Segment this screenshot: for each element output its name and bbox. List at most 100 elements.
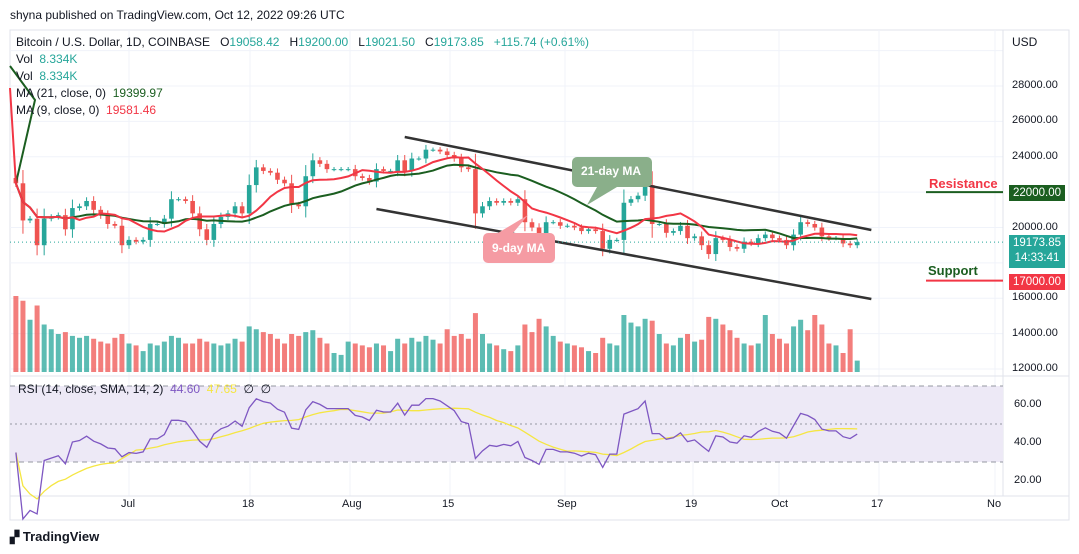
candle-body xyxy=(268,170,273,173)
price-tick: 14000.00 xyxy=(1012,326,1058,339)
time-tick: 18 xyxy=(242,498,255,510)
volume-bar xyxy=(416,341,422,372)
volume-bar xyxy=(20,300,26,372)
candle-body xyxy=(579,227,584,232)
candle-body xyxy=(303,176,309,207)
volume-bar xyxy=(727,330,733,372)
time-tick: Aug xyxy=(342,498,362,510)
candle-body xyxy=(63,215,68,230)
support-price-tag: 17000.00 xyxy=(1009,274,1065,290)
change-value: +115.74 (+0.61%) xyxy=(493,35,589,49)
candle-body xyxy=(586,229,591,232)
candle-body xyxy=(656,223,662,225)
volume-bar xyxy=(508,351,514,372)
last-price: 19173.85 xyxy=(1013,237,1061,249)
price-tick: 24000.00 xyxy=(1012,149,1058,162)
candle-body xyxy=(494,200,499,203)
time-tick: 15 xyxy=(442,498,455,510)
volume-bar xyxy=(331,353,337,372)
volume-bar xyxy=(847,329,853,372)
candle-body xyxy=(430,149,436,151)
candle-body xyxy=(734,246,740,249)
tradingview-logo[interactable]: ▞ TradingView xyxy=(10,529,99,544)
candle-body xyxy=(374,169,379,182)
candle-body xyxy=(635,195,641,200)
candle-body xyxy=(246,185,252,214)
candle-body xyxy=(819,227,825,237)
volume-bar xyxy=(840,353,846,372)
volume-bar xyxy=(628,322,634,372)
vol-label: Vol xyxy=(16,69,33,83)
rsi-sma-line xyxy=(15,407,858,500)
candle-body xyxy=(112,223,118,226)
volume-bar xyxy=(77,337,83,372)
candle-body xyxy=(402,160,408,171)
volume-bar xyxy=(437,343,443,372)
time-tick: Sep xyxy=(557,498,577,510)
volume-bar xyxy=(366,347,372,372)
volume-bar xyxy=(784,343,790,372)
volume-bar xyxy=(154,345,160,372)
ma21-legend: MA (21, close, 0) 19399.97 xyxy=(16,86,163,100)
volume-bar xyxy=(734,337,740,372)
candle-body xyxy=(543,222,549,235)
candle-body xyxy=(593,229,598,232)
volume-bar xyxy=(140,351,146,372)
candle-body xyxy=(466,167,471,170)
candle-body xyxy=(133,239,139,242)
ma9-label: MA (9, close, 0) xyxy=(16,103,100,117)
candle-body xyxy=(275,172,280,180)
ma21-value: 19399.97 xyxy=(112,86,163,100)
volume-bar xyxy=(260,332,266,372)
resistance-label: Resistance xyxy=(929,176,998,191)
candle-body xyxy=(508,200,514,203)
volume-bar xyxy=(642,318,648,372)
volume-bar xyxy=(854,360,860,372)
rsi-line xyxy=(15,397,858,521)
volume-bar xyxy=(762,315,768,372)
time-tick: 19 xyxy=(685,498,698,510)
candle-body xyxy=(741,241,747,249)
volume-bar xyxy=(373,343,379,372)
volume-bar xyxy=(670,345,676,372)
volume-bar xyxy=(487,343,493,372)
volume-bar xyxy=(55,334,61,372)
candle-body xyxy=(41,218,47,246)
candle-body xyxy=(388,170,393,172)
candle-body xyxy=(720,238,726,240)
volume-bar xyxy=(352,343,358,372)
support-label: Support xyxy=(928,263,978,278)
candle-body xyxy=(854,242,860,246)
time-tick: 17 xyxy=(871,498,884,510)
candle-body xyxy=(296,204,301,207)
rsi-label: RSI (14, close, SMA, 14, 2) xyxy=(18,382,164,396)
volume-bar xyxy=(345,341,351,372)
candle-body xyxy=(458,158,464,168)
candle-body xyxy=(423,149,429,159)
candle-body xyxy=(515,199,521,203)
candle-body xyxy=(338,169,344,171)
candle-body xyxy=(345,169,351,171)
candle-body xyxy=(331,169,337,171)
volume-bar xyxy=(826,343,832,372)
tv-logo-icon: ▞ xyxy=(10,530,20,544)
volume-bar xyxy=(557,341,563,372)
symbol-title: Bitcoin / U.S. Dollar, 1D, COINBASE xyxy=(16,35,211,49)
candle-body xyxy=(692,236,697,239)
ma21-line xyxy=(9,65,858,240)
volume-bar xyxy=(593,353,599,372)
volume-bar xyxy=(168,335,174,372)
volume-bar xyxy=(706,316,712,372)
volume-bar xyxy=(246,326,252,372)
publisher-line: shyna published on TradingView.com, Oct … xyxy=(10,8,345,22)
candle-body xyxy=(798,222,803,235)
volume-bar xyxy=(126,343,132,372)
bar-countdown: 14:33:41 xyxy=(1014,252,1060,264)
resistance-price-tag: 22000.00 xyxy=(1009,185,1065,201)
volume-bar xyxy=(635,326,641,372)
vol-value: 8.334K xyxy=(39,52,78,66)
volume-bar xyxy=(175,337,181,372)
candle-body xyxy=(522,199,528,223)
volume-bar xyxy=(253,329,259,372)
